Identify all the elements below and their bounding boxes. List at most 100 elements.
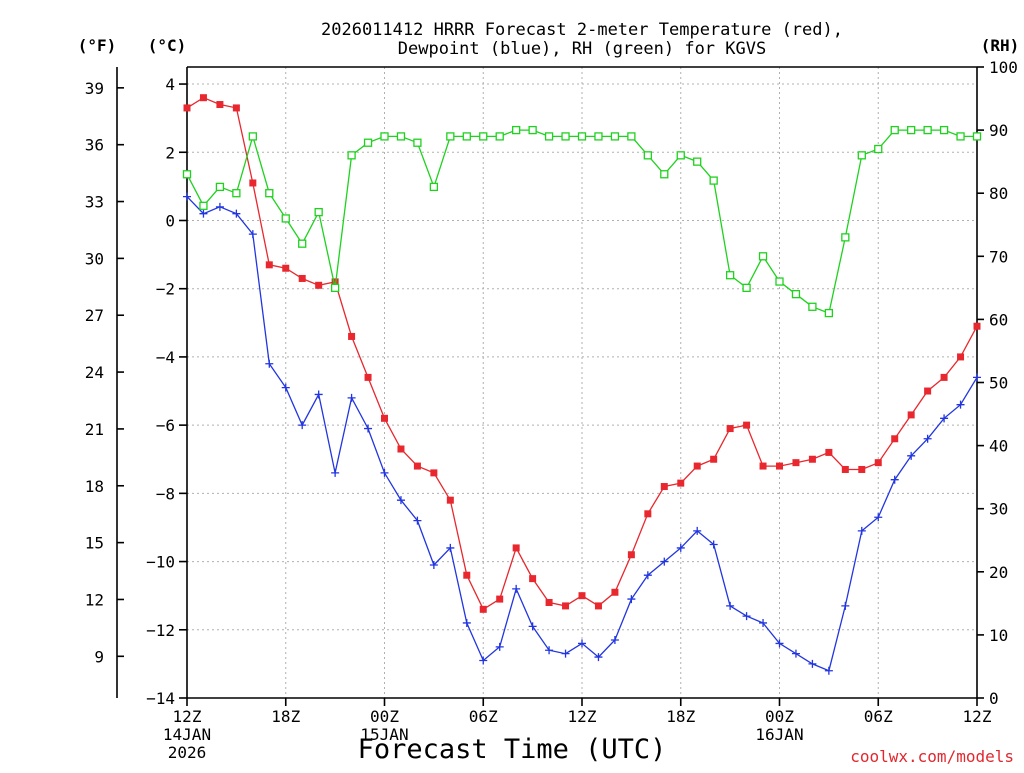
dewpoint-point (380, 468, 389, 477)
fahrenheit-tick-label: 27 (85, 306, 104, 325)
dewpoint-point (594, 653, 603, 662)
dewpoint-point (824, 666, 833, 675)
tick-labels: 12Z 18Z 00Z 06Z 12Z 18Z 00Z 06Z 12Z14JAN202615JA… (85, 58, 1018, 762)
rh-point (380, 132, 389, 141)
rh-point (215, 182, 225, 192)
temperature-point (891, 435, 899, 443)
rh-tick-label: 10 (989, 626, 1008, 645)
dewpoint-point (183, 192, 191, 201)
dewpoint-point (446, 543, 455, 552)
rh-tick-label: 30 (989, 500, 1008, 519)
temperature-point (298, 274, 306, 282)
temperature-point (759, 462, 767, 470)
dewpoint-point (940, 414, 949, 423)
temperature-point (331, 278, 339, 286)
dewpoint-point (331, 468, 340, 477)
fahrenheit-tick-label: 24 (85, 363, 104, 382)
temperature-point (611, 588, 619, 596)
fahrenheit-tick-label: 9 (94, 647, 104, 666)
chart-title-line-1: 2026011412 HRRR Forecast 2-meter Tempera… (321, 20, 843, 40)
rh-point (330, 283, 340, 293)
temperature-point (183, 104, 191, 112)
rh-point (676, 151, 685, 160)
dewpoint-point (923, 434, 932, 443)
dewpoint-point (759, 618, 768, 627)
dewpoint-point (248, 230, 257, 239)
rh-tick-label: 40 (989, 437, 1008, 456)
fahrenheit-tick-label: 21 (85, 420, 104, 439)
rh-tick-label: 50 (989, 374, 1008, 393)
rh-point (824, 308, 834, 318)
dewpoint-point (973, 373, 981, 382)
temperature-point (776, 462, 783, 470)
fahrenheit-tick-label: 15 (85, 534, 104, 553)
dewpoint-point (429, 560, 438, 569)
fahrenheit-tick-label: 18 (85, 477, 104, 496)
celsius-tick-label: −14 (146, 689, 175, 708)
temperature-point (743, 421, 751, 429)
grid (187, 67, 977, 698)
rh-point (841, 233, 850, 242)
celsius-tick-label: −6 (156, 416, 175, 435)
celsius-axis-unit: (°C) (148, 36, 187, 55)
temperature-point (660, 483, 668, 491)
rh-point (495, 132, 504, 141)
dewpoint-point (479, 656, 488, 665)
temperature-point (858, 465, 866, 473)
x-date-label: 2026 (168, 743, 207, 762)
temperature-point (644, 510, 652, 518)
fahrenheit-tick-label: 30 (85, 249, 104, 268)
rh-point (528, 125, 537, 135)
celsius-tick-label: −2 (156, 280, 175, 299)
dewpoint-point (643, 571, 652, 580)
dewpoint-point (512, 584, 521, 593)
rh-point (660, 170, 669, 179)
rh-point (577, 132, 587, 141)
rh-point (347, 151, 356, 160)
dewpoint-point (627, 595, 636, 604)
x-date-label: 15JAN (360, 725, 408, 744)
temperature-point (594, 602, 602, 610)
fahrenheit-axis-unit: (°F) (78, 36, 117, 55)
x-axis-label: Forecast Time (UTC) (358, 734, 667, 765)
x-tick-label: 18Z (271, 707, 300, 726)
rh-point (709, 176, 718, 185)
rh-point (298, 239, 307, 248)
temperature-point (446, 496, 454, 504)
dewpoint-point (462, 618, 471, 627)
rh-tick-label: 0 (989, 689, 999, 708)
rh-point (857, 151, 866, 160)
dewpoint-point (841, 601, 850, 610)
axes (116, 66, 984, 706)
rh-tick-label: 20 (989, 563, 1008, 582)
rh-point (972, 132, 982, 141)
temperature-point (364, 373, 372, 381)
x-tick-label: 12Z (568, 707, 597, 726)
temperature-point (957, 353, 965, 361)
dewpoint-point (709, 540, 718, 549)
temperature-point (545, 598, 553, 606)
dewpoint-point (676, 543, 685, 552)
temperature-point (232, 104, 240, 112)
rh-point (775, 277, 784, 286)
rh-tick-label: 100 (989, 58, 1018, 77)
temperature-point (907, 411, 915, 419)
dewpoint-point (347, 393, 356, 402)
dewpoint-point (364, 424, 373, 433)
celsius-tick-label: 4 (165, 75, 175, 94)
temperature-point (940, 373, 948, 381)
rh-point (281, 214, 290, 223)
x-tick-label: 18Z (666, 707, 695, 726)
temperature-point (841, 465, 849, 473)
fahrenheit-tick-label: 36 (85, 136, 104, 155)
dewpoint-point (561, 649, 570, 658)
temperature-point (874, 459, 882, 467)
series-lines (182, 94, 982, 675)
dewpoint-point (545, 646, 554, 655)
temperature-point (726, 425, 734, 433)
dewpoint-point (578, 639, 586, 648)
rh-point (791, 290, 801, 299)
temperature-point (710, 455, 718, 463)
fahrenheit-tick-label: 12 (85, 590, 104, 609)
